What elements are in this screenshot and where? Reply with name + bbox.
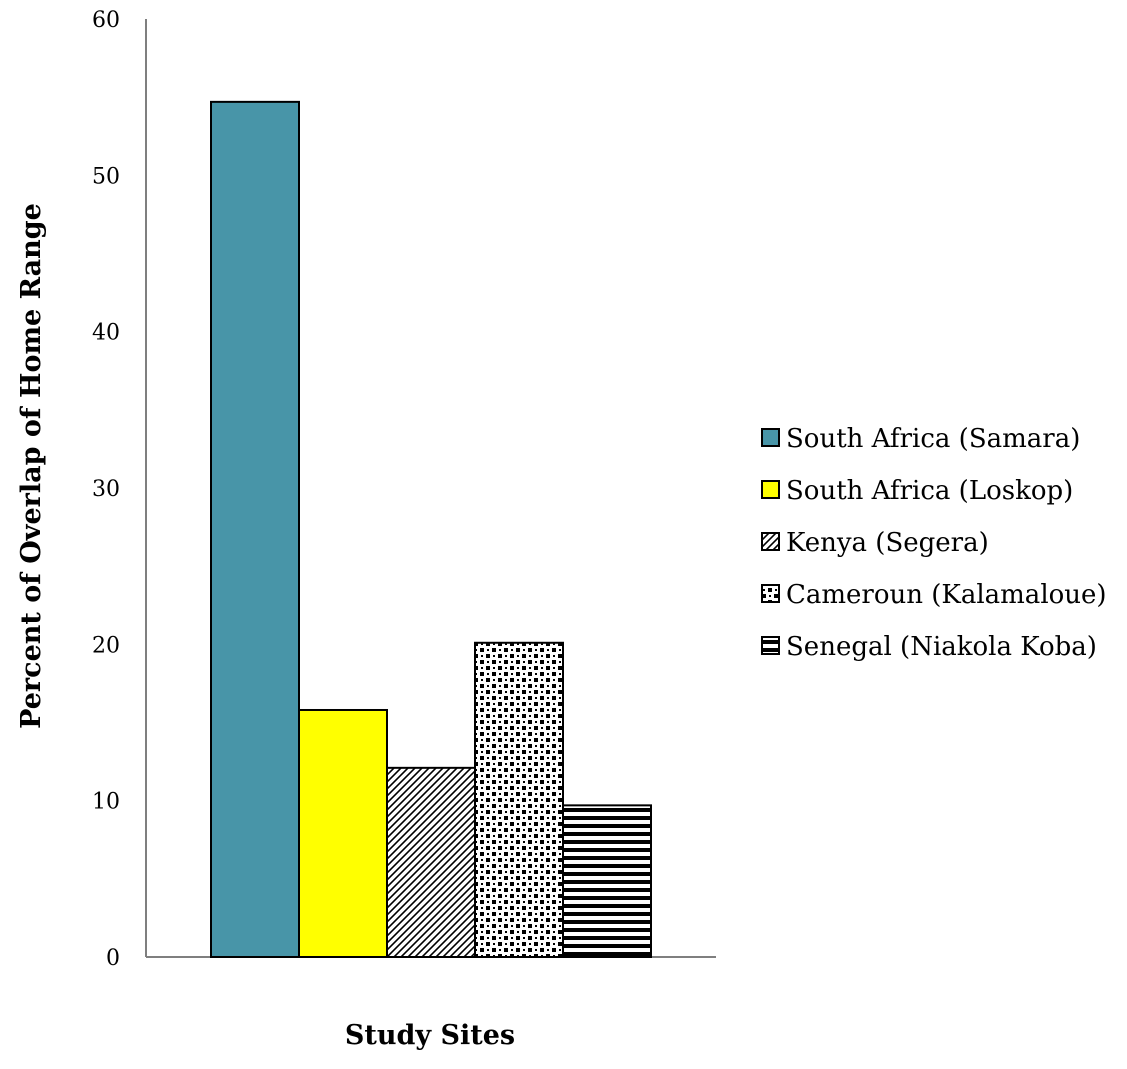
y-tick-label: 40 [92,321,120,346]
y-tick-label: 30 [92,477,120,502]
legend-label: South Africa (Samara) [786,424,1080,454]
legend-label: Senegal (Niakola Koba) [786,632,1097,662]
y-tick-label: 0 [106,946,120,971]
y-tick-label: 60 [92,8,120,33]
y-axis-title: Percent of Overlap of Home Range [16,203,47,729]
x-axis-title: Study Sites [345,1020,515,1051]
legend-swatch [762,637,779,654]
bar-senegal-niakola-koba [563,805,651,957]
legend-label: Kenya (Segera) [786,528,989,558]
legend-swatch [762,429,779,446]
bar-south-africa-loskop [299,710,387,957]
bar-south-africa-samara [211,102,299,957]
bar-kenya-segera [387,768,475,957]
y-tick-label: 10 [92,790,120,815]
bar-cameroun-kalamaloue [475,643,563,957]
y-tick-label: 20 [92,633,120,658]
y-tick-label: 50 [92,164,120,189]
legend-swatch [762,533,779,550]
legend-swatch [762,585,779,602]
legend-swatch [762,481,779,498]
legend-label: Cameroun (Kalamaloue) [786,580,1107,610]
legend-label: South Africa (Loskop) [786,476,1073,506]
